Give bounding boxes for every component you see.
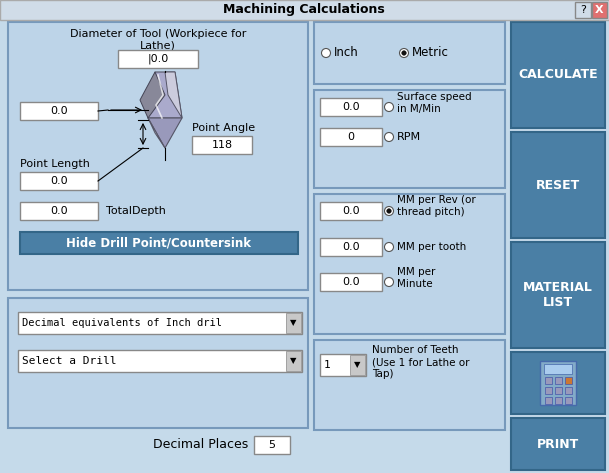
Polygon shape [140, 72, 165, 118]
Text: 1: 1 [324, 360, 331, 370]
Bar [511, 418, 605, 470]
Text: 0.0: 0.0 [50, 206, 68, 216]
Bar [544, 364, 572, 374]
Bar [20, 232, 298, 254]
Text: RESET: RESET [536, 178, 580, 192]
Text: MM per Rev (or
thread pitch): MM per Rev (or thread pitch) [397, 195, 476, 217]
Bar [511, 242, 605, 348]
Bar [565, 397, 572, 404]
Bar [192, 136, 252, 154]
Bar [575, 2, 591, 18]
Bar [565, 377, 572, 384]
Text: Point Angle: Point Angle [192, 123, 255, 133]
Text: Point Length: Point Length [20, 159, 90, 169]
Bar [18, 350, 302, 372]
Bar [545, 397, 552, 404]
Text: CALCULATE: CALCULATE [518, 69, 598, 81]
Text: 0.0: 0.0 [342, 102, 360, 112]
Bar [20, 172, 98, 190]
Bar [118, 50, 198, 68]
Text: 0.0: 0.0 [342, 277, 360, 287]
Text: PRINT: PRINT [537, 438, 579, 450]
Polygon shape [148, 118, 165, 148]
Bar [540, 361, 576, 405]
Circle shape [384, 103, 393, 112]
Bar [286, 351, 301, 371]
Circle shape [384, 278, 393, 287]
Bar [314, 22, 505, 84]
Text: 0: 0 [348, 132, 354, 142]
Text: Metric: Metric [412, 46, 449, 60]
Text: Surface speed
in M/Min: Surface speed in M/Min [397, 92, 471, 114]
Circle shape [402, 51, 406, 55]
Polygon shape [148, 72, 182, 118]
Text: 5: 5 [269, 440, 275, 450]
Text: MATERIAL
LIST: MATERIAL LIST [523, 281, 593, 309]
Bar [254, 436, 290, 454]
Text: RPM: RPM [397, 132, 421, 142]
Text: MM per
Minute: MM per Minute [397, 267, 435, 289]
Bar [545, 377, 552, 384]
Text: Number of Teeth
(Use 1 for Lathe or
Tap): Number of Teeth (Use 1 for Lathe or Tap) [372, 345, 470, 378]
Bar [555, 387, 562, 394]
Bar [565, 387, 572, 394]
Bar [511, 22, 605, 128]
Bar [314, 194, 505, 334]
Text: TotalDepth: TotalDepth [106, 206, 166, 216]
Circle shape [322, 49, 331, 58]
Bar [0, 0, 609, 20]
Text: X: X [595, 5, 604, 15]
Bar [320, 238, 382, 256]
Text: Inch: Inch [334, 46, 359, 60]
Bar [320, 354, 366, 376]
Bar [314, 90, 505, 188]
Bar [8, 22, 308, 290]
Text: MM per tooth: MM per tooth [397, 242, 466, 252]
Bar [320, 128, 382, 146]
Text: Select a Drill: Select a Drill [22, 356, 116, 366]
Circle shape [387, 209, 391, 213]
Text: 0.0: 0.0 [50, 106, 68, 116]
Text: 0.0: 0.0 [50, 176, 68, 186]
Bar [555, 377, 562, 384]
Text: 0.0: 0.0 [342, 206, 360, 216]
Bar [286, 313, 301, 333]
Bar [555, 397, 562, 404]
Text: |0.0: |0.0 [147, 54, 169, 64]
Bar [314, 340, 505, 430]
Bar [545, 387, 552, 394]
Text: ▼: ▼ [290, 318, 297, 327]
Text: 118: 118 [211, 140, 233, 150]
Text: ?: ? [580, 5, 586, 15]
Polygon shape [148, 118, 182, 148]
Text: Decimal Places: Decimal Places [153, 438, 248, 450]
Circle shape [384, 243, 393, 252]
Circle shape [384, 207, 393, 216]
Text: Decimal equivalents of Inch dril: Decimal equivalents of Inch dril [22, 318, 222, 328]
Text: Machining Calculations: Machining Calculations [223, 3, 385, 17]
Bar [511, 352, 605, 414]
Bar [18, 312, 302, 334]
Bar [320, 98, 382, 116]
Circle shape [400, 49, 409, 58]
Bar [320, 273, 382, 291]
Bar [592, 2, 607, 18]
Bar [20, 202, 98, 220]
Text: Diameter of Tool (Workpiece for
Lathe): Diameter of Tool (Workpiece for Lathe) [70, 29, 246, 51]
Bar [511, 132, 605, 238]
Text: 0.0: 0.0 [342, 242, 360, 252]
Bar [8, 298, 308, 428]
Polygon shape [165, 72, 182, 118]
Bar [350, 355, 365, 375]
Bar [20, 102, 98, 120]
Text: ▼: ▼ [354, 360, 361, 369]
Bar [320, 202, 382, 220]
Text: Hide Drill Point/Countersink: Hide Drill Point/Countersink [66, 236, 252, 249]
Circle shape [384, 132, 393, 141]
Text: ▼: ▼ [290, 357, 297, 366]
